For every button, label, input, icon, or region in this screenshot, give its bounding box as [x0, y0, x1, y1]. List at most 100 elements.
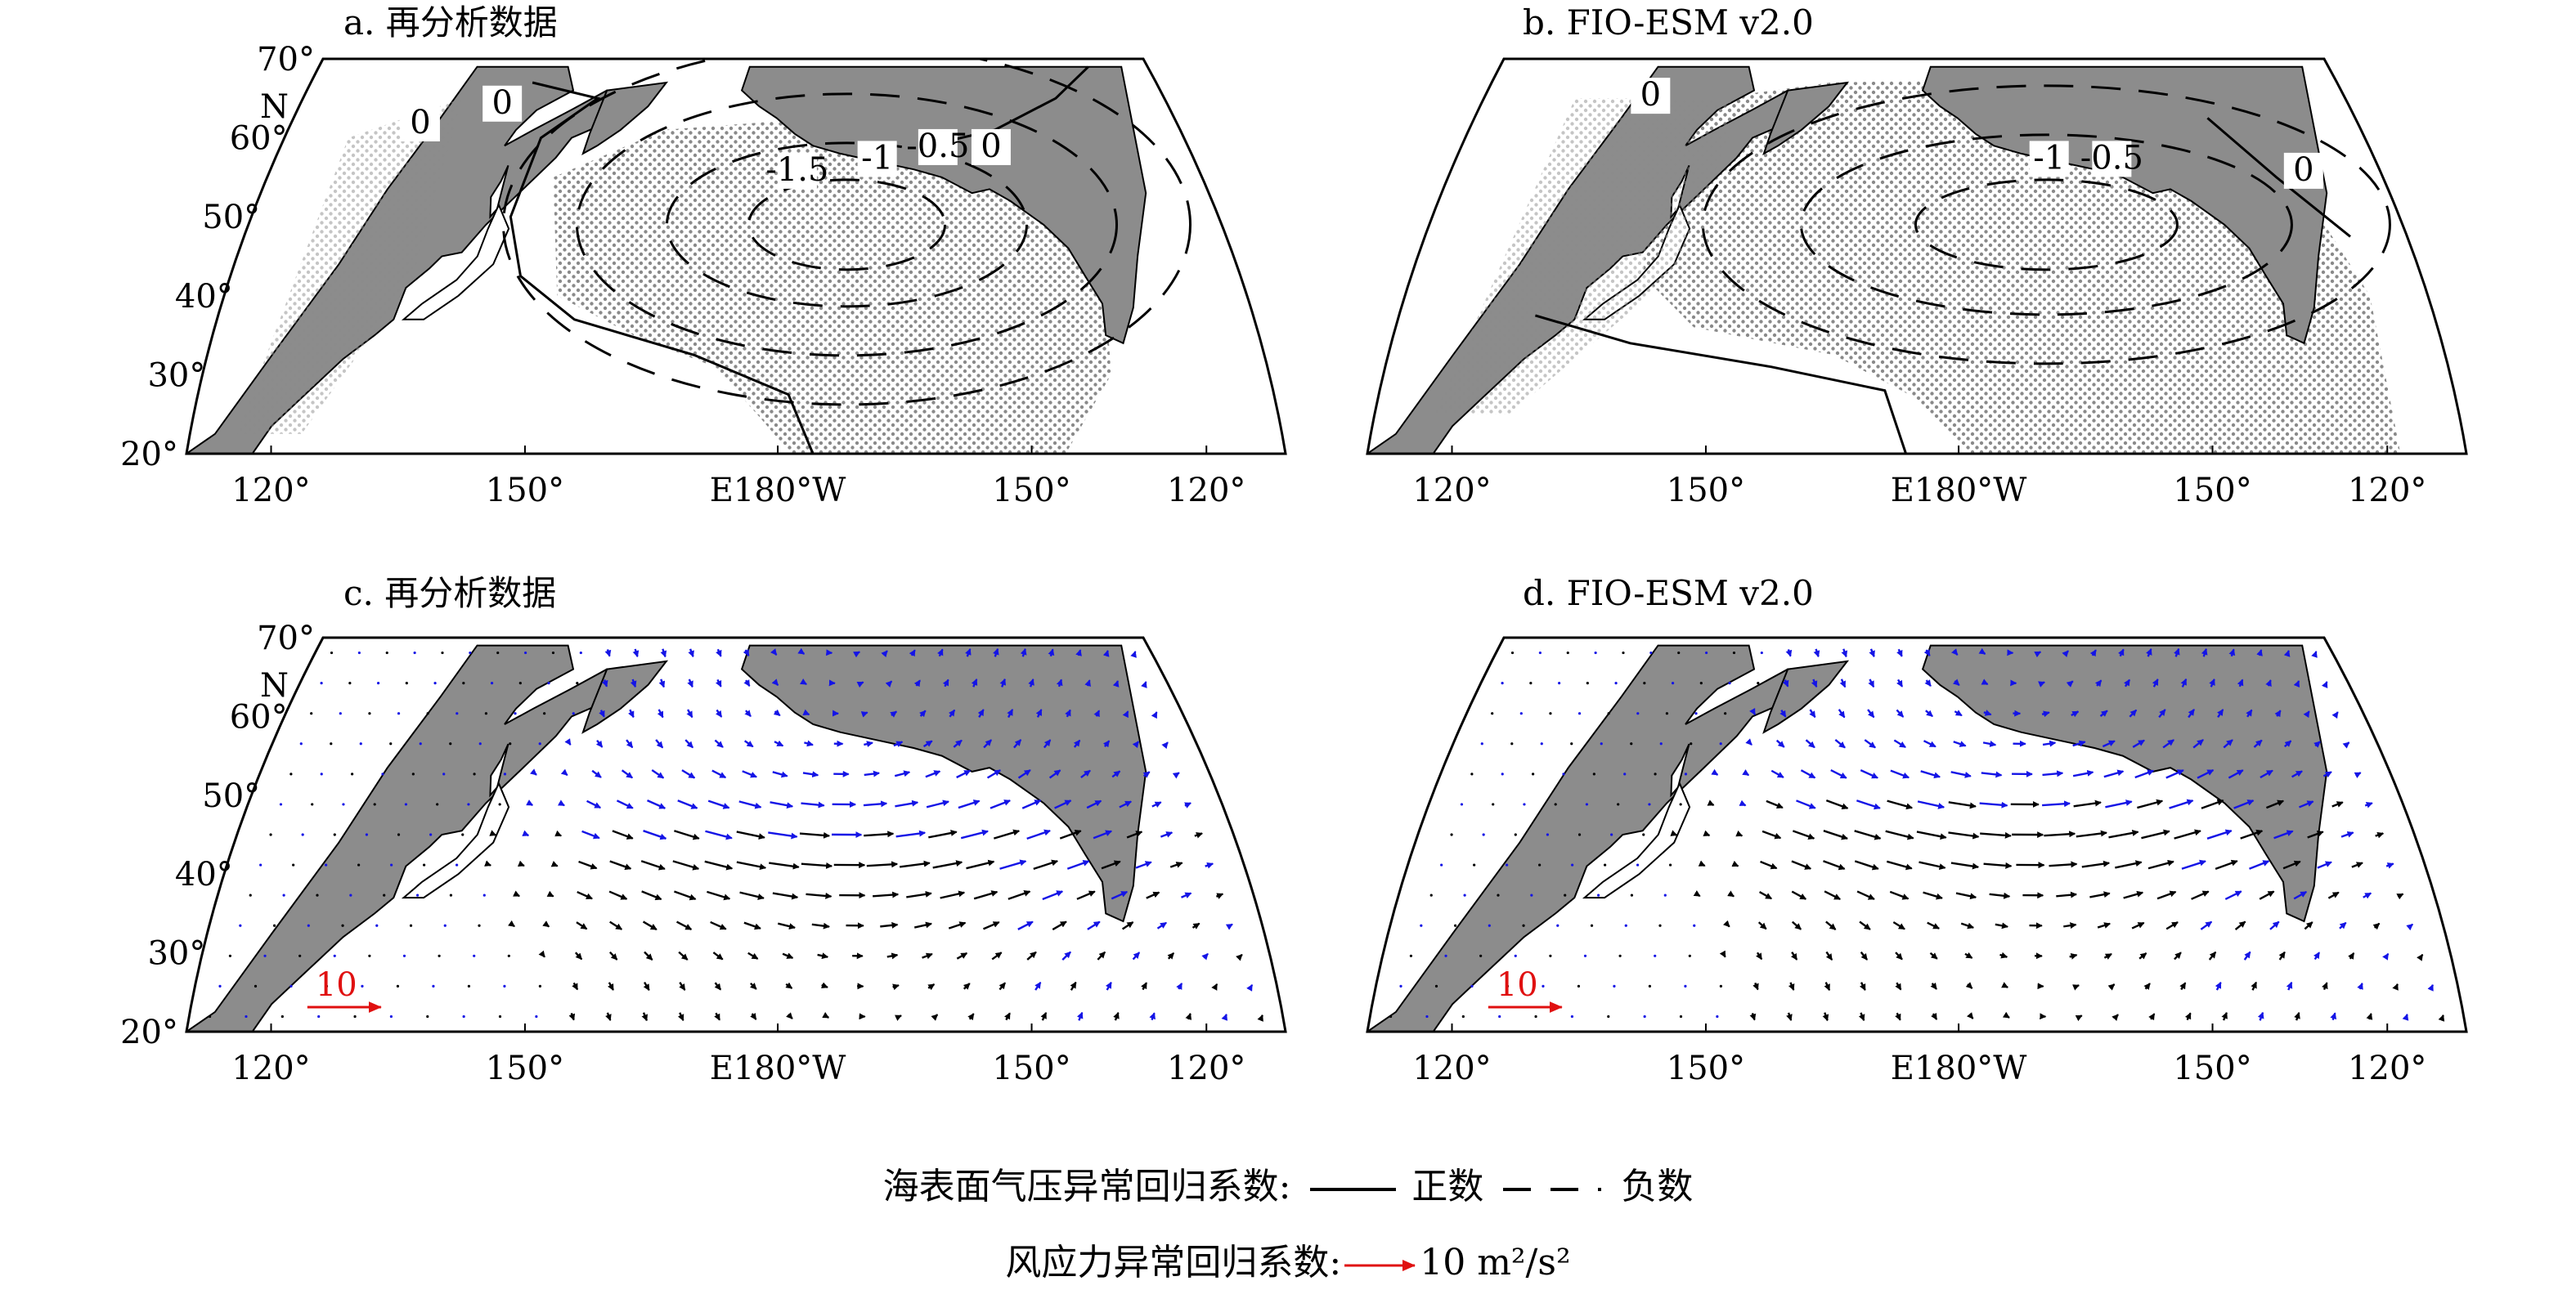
wind-vector-dot: [524, 652, 527, 654]
wind-vector-dot: [1597, 894, 1600, 897]
wind-vector: [493, 834, 496, 835]
wind-vector-dot: [1666, 712, 1668, 714]
wind-vector-dot: [1520, 712, 1523, 714]
wind-vector-dot: [311, 803, 313, 805]
wind-vector-dot: [342, 803, 344, 805]
wind-vector-dot: [572, 712, 575, 714]
lat-tick-label: 50°: [202, 777, 260, 815]
wind-vector-dot: [461, 833, 464, 835]
legend-wind-unit: 10 m²/s²: [1420, 1242, 1570, 1283]
wind-vector-dot: [539, 985, 541, 988]
wind-vector-dot: [1522, 925, 1524, 927]
wind-vector-dot: [1529, 682, 1532, 684]
lon-tick-label: 120°: [231, 472, 310, 509]
wind-vector-dot: [1690, 742, 1692, 745]
wind-vector-dot: [1669, 863, 1672, 866]
wind-vector-dot: [1470, 985, 1473, 988]
wind-vector-dot: [325, 863, 327, 866]
lon-tick-label: 150°: [1667, 472, 1745, 509]
wind-vector-dot: [289, 985, 292, 988]
wind-vector-dot: [321, 773, 323, 775]
wind-vector-dot: [229, 955, 231, 957]
wind-vector-dot: [1578, 712, 1581, 714]
wind-vector-dot: [358, 652, 361, 654]
wind-vector-dot: [1724, 712, 1726, 714]
wind-vector-dot: [298, 955, 301, 957]
wind-vector-dot: [410, 925, 412, 927]
legend-reference-arrow: [1341, 1257, 1420, 1274]
lon-tick-label: E180°W: [710, 1050, 846, 1087]
wind-vector-dot: [1420, 925, 1422, 927]
wind-vector: [2287, 651, 2289, 655]
wind-vector-dot: [442, 773, 445, 775]
wind-vector-dot: [449, 742, 451, 745]
wind-vector-dot: [390, 1015, 393, 1018]
wind-vector-dot: [307, 925, 310, 927]
wind-vector-dot: [1586, 682, 1589, 684]
lon-tick-label: 120°: [1412, 1050, 1491, 1087]
wind-vector-dot: [468, 985, 470, 988]
lat-tick-label: 20°: [120, 436, 178, 473]
wind-vector-dot: [289, 773, 292, 775]
wind-vector-dot: [1684, 985, 1686, 988]
wind-vector: [1261, 1015, 1262, 1018]
wind-vector-dot: [543, 712, 545, 714]
wind-vector-dot: [1410, 955, 1412, 957]
wind-vector-dot: [1450, 833, 1452, 835]
wind-vector-dot: [383, 894, 385, 897]
wind-vector-dot: [406, 682, 408, 684]
wind-vector-dot: [423, 863, 425, 866]
wind-vector-dot: [1720, 985, 1722, 988]
wind-vector-dot: [397, 833, 400, 835]
wind-vector-dot: [444, 925, 447, 927]
wind-vector-dot: [1610, 833, 1613, 835]
wind-vector-dot: [1614, 682, 1617, 684]
panel-title-b: b. FIO-ESM v2.0: [1523, 2, 1814, 43]
wind-vector-dot: [1693, 925, 1695, 927]
wind-vector-dot: [1464, 894, 1466, 897]
legend-solid-line: [1302, 1181, 1400, 1198]
wind-vector-dot: [357, 863, 360, 866]
wind-vector-dot: [416, 894, 419, 897]
wind-vector-dot: [1539, 652, 1542, 654]
wind-vector-dot: [281, 1015, 284, 1018]
wind-vector-dot: [1534, 1015, 1537, 1018]
wind-vector-dot: [1538, 863, 1541, 866]
wind-vector-dot: [1757, 682, 1759, 684]
wind-vector-dot: [1643, 682, 1645, 684]
lon-tick-label: E180°W: [710, 472, 846, 509]
wind-vector-dot: [1454, 925, 1456, 927]
panel-title-d: d. FIO-ESM v2.0: [1523, 573, 1814, 613]
lon-tick-label: 120°: [1412, 472, 1491, 509]
legend-negative-label: 负数: [1621, 1166, 1693, 1207]
wind-vector: [1674, 834, 1676, 835]
wind-vector-dot: [547, 682, 550, 684]
wind-vector-dot: [1549, 955, 1551, 957]
wind-vector-dot: [1440, 863, 1443, 866]
lat-tick-label: 70°: [257, 41, 315, 78]
wind-vector-dot: [1660, 742, 1663, 745]
wind-vector-dot: [456, 712, 458, 714]
wind-vector-dot: [1630, 742, 1632, 745]
contour-label: 0: [981, 128, 1001, 165]
wind-vector: [1724, 955, 1725, 957]
wind-vector-dot: [1425, 1015, 1428, 1018]
wind-vector-dot: [1593, 773, 1595, 775]
wind-vector-dot: [1586, 803, 1588, 805]
wind-vector-dot: [239, 925, 241, 927]
wind-vector-dot: [351, 773, 353, 775]
lon-tick-label: 120°: [2348, 472, 2426, 509]
wind-vector-dot: [1564, 894, 1566, 897]
wind-vector-dot: [1733, 652, 1735, 654]
wind-vector-dot: [478, 925, 480, 927]
wind-vector-dot: [1728, 682, 1730, 684]
wind-vector-dot: [341, 925, 343, 927]
wind-vector-dot: [317, 1015, 320, 1018]
wind-vector-dot: [450, 894, 452, 897]
wind-vector-dot: [361, 985, 363, 988]
wind-vector-dot: [259, 863, 262, 866]
wind-vector: [2315, 652, 2316, 654]
wind-vector-dot: [1570, 742, 1573, 745]
